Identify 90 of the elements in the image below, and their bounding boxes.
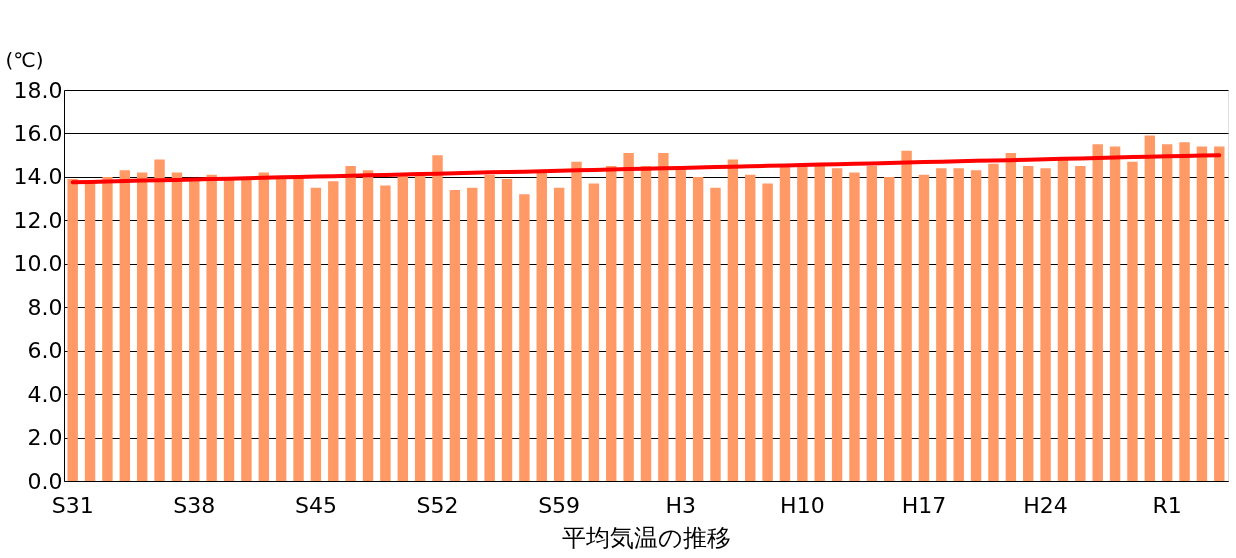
bar [241, 179, 252, 481]
bar [901, 150, 912, 481]
bar [258, 172, 269, 481]
bar [67, 179, 78, 481]
bar [727, 159, 739, 481]
bar [310, 187, 322, 481]
x-tick-label: R1 [1152, 492, 1182, 518]
bar [380, 185, 391, 481]
bar [710, 187, 721, 481]
bar [571, 161, 582, 481]
bar [970, 170, 982, 481]
bar [1057, 159, 1069, 481]
y-tick-label: 16.0 [13, 120, 63, 146]
y-tick-label: 6.0 [27, 338, 63, 364]
y-tick-label: 0.0 [27, 468, 63, 494]
bar [797, 166, 808, 481]
bar [84, 181, 96, 481]
bar [223, 179, 235, 481]
bar [849, 172, 860, 481]
bar [692, 176, 704, 481]
bar [1161, 144, 1173, 481]
x-tick-label: S52 [416, 492, 459, 518]
bar [1005, 152, 1017, 481]
bar [536, 172, 547, 481]
bar [1040, 168, 1051, 481]
bar [397, 174, 408, 481]
bar [745, 174, 756, 481]
y-tick-label: 4.0 [27, 381, 63, 407]
bar [675, 168, 686, 481]
y-tick-label: 12.0 [13, 207, 63, 233]
bar [1075, 166, 1086, 481]
bar [1092, 144, 1103, 481]
bar [640, 166, 652, 481]
bar [1127, 161, 1138, 481]
bar [449, 189, 461, 481]
bar [432, 155, 443, 481]
bar [154, 159, 165, 481]
bar [1144, 135, 1156, 481]
bar [293, 176, 304, 481]
bar [1196, 146, 1208, 481]
line-series [70, 153, 1222, 185]
bar [988, 163, 999, 481]
bar [345, 166, 356, 481]
bar [102, 176, 113, 481]
bar [362, 170, 374, 481]
bar [588, 183, 600, 481]
x-tick-label: H3 [665, 492, 697, 518]
bar [328, 181, 339, 481]
bar [866, 166, 878, 481]
bar [519, 194, 530, 481]
bar [623, 152, 634, 481]
bar [1214, 146, 1225, 481]
bar [189, 179, 200, 481]
y-tick-label: 2.0 [27, 425, 63, 451]
x-tick-label: H24 [1023, 492, 1068, 518]
bar [918, 174, 930, 481]
bar [1179, 142, 1190, 481]
bar [119, 170, 131, 481]
bar [953, 168, 964, 481]
bar [206, 174, 217, 481]
bar [831, 168, 843, 481]
bar [814, 166, 825, 481]
bar [414, 174, 426, 481]
bar [484, 174, 495, 481]
bar [779, 166, 791, 481]
y-tick-label: 14.0 [13, 164, 63, 190]
y-tick-label: 8.0 [27, 294, 63, 320]
y-tick-label: 18.0 [13, 77, 63, 103]
bar [658, 152, 669, 481]
bar [275, 179, 287, 481]
bar [884, 176, 895, 481]
bar [136, 172, 148, 481]
bar [501, 179, 513, 481]
x-tick-label: S59 [538, 492, 581, 518]
y-axis-title: (℃) [5, 47, 44, 72]
bar [936, 168, 947, 481]
bar [1023, 166, 1034, 481]
y-tick-label: 10.0 [13, 251, 63, 277]
bar [762, 183, 773, 481]
bar [467, 187, 478, 481]
bar [606, 166, 617, 481]
bar [171, 172, 183, 481]
x-tick-label: H10 [780, 492, 825, 518]
x-axis-title: 平均気温の推移 [562, 523, 731, 552]
bar [1109, 146, 1121, 481]
x-tick-label: S31 [51, 492, 94, 518]
bar [553, 187, 565, 481]
x-tick-label: H17 [901, 492, 947, 518]
x-tick-label: S45 [294, 492, 337, 518]
x-tick-label: S38 [173, 492, 216, 518]
